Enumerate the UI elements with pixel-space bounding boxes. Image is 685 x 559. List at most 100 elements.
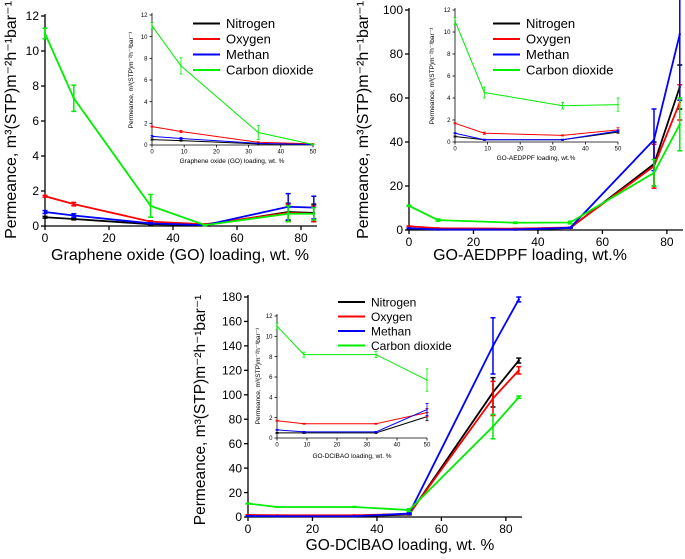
x-tick-label: 20 bbox=[102, 231, 116, 245]
series-carbon-dioxide bbox=[275, 322, 429, 392]
x-tick-label: 40 bbox=[394, 443, 401, 449]
y-tick-label: 6 bbox=[32, 114, 39, 128]
x-axis-title: GO-AEDPPF loading, wt.% bbox=[433, 247, 627, 264]
x-tick-label: 40 bbox=[370, 522, 384, 536]
y-tick-label: 8 bbox=[32, 79, 39, 93]
series-carbon-dioxide bbox=[453, 17, 620, 112]
legend-label: Methan bbox=[526, 47, 569, 62]
series-line bbox=[44, 205, 314, 227]
legend-label: Methan bbox=[371, 324, 411, 338]
data-point bbox=[454, 122, 456, 125]
data-point bbox=[151, 125, 153, 128]
series-line bbox=[454, 122, 619, 136]
data-point bbox=[407, 508, 411, 512]
legend-label: Nitrogen bbox=[371, 295, 416, 309]
data-point bbox=[561, 139, 564, 141]
x-tick-label: 0 bbox=[406, 235, 413, 249]
y-tick-label: 160 bbox=[222, 315, 242, 329]
y-axis-title: Permeance, m³(STP)m⁻²h⁻¹bar⁻¹ bbox=[429, 27, 436, 124]
data-point bbox=[454, 20, 456, 22]
data-point bbox=[454, 132, 456, 134]
data-point bbox=[517, 359, 520, 362]
series-nitrogen bbox=[406, 64, 683, 231]
series-carbon-dioxide bbox=[406, 97, 683, 225]
data-point bbox=[276, 432, 278, 434]
x-tick-label: 20 bbox=[517, 147, 524, 153]
data-point bbox=[678, 33, 681, 36]
legend-label: Oxygen bbox=[226, 32, 271, 47]
x-tick-label: 20 bbox=[467, 235, 481, 249]
y-tick-label: 4 bbox=[32, 149, 39, 163]
x-tick-label: 30 bbox=[245, 150, 252, 156]
y-tick-label: 8 bbox=[447, 52, 451, 58]
data-point bbox=[375, 431, 377, 433]
y-tick-label: 8 bbox=[269, 355, 273, 361]
series-line bbox=[276, 409, 428, 433]
data-point bbox=[407, 204, 411, 207]
data-point bbox=[287, 212, 290, 215]
x-tick-label: 60 bbox=[230, 231, 244, 245]
x-tick-label: 40 bbox=[582, 147, 589, 153]
data-point bbox=[275, 515, 279, 518]
data-point bbox=[407, 227, 411, 230]
data-point bbox=[276, 419, 278, 422]
y-tick-label: 8 bbox=[144, 56, 148, 62]
legend-label: Carbon dioxide bbox=[526, 63, 613, 78]
y-axis-title: Permeance, m³(STP)m⁻²h⁻¹bar⁻¹ bbox=[355, 1, 372, 239]
data-point bbox=[246, 502, 250, 505]
data-point bbox=[180, 130, 182, 133]
x-tick-label: 80 bbox=[499, 522, 513, 536]
data-point bbox=[43, 32, 47, 35]
data-point bbox=[514, 221, 517, 224]
x-tick-label: 40 bbox=[277, 150, 284, 156]
data-point bbox=[276, 325, 278, 327]
x-tick-label: 20 bbox=[334, 443, 341, 449]
x-tick-label: 20 bbox=[306, 522, 320, 536]
x-tick-label: 60 bbox=[435, 522, 449, 536]
data-point bbox=[407, 512, 411, 515]
data-point bbox=[436, 228, 440, 231]
y-tick-label: 2 bbox=[269, 416, 273, 422]
series-line bbox=[248, 359, 520, 518]
data-point bbox=[303, 353, 305, 356]
series-oxygen bbox=[245, 365, 522, 517]
y-tick-label: 2 bbox=[447, 118, 451, 124]
legend-label: Oxygen bbox=[526, 32, 571, 47]
dcibao-inset-chart: 0 10 20 30 40 50 0 2 4 6 8 10 12 GO-DClBAO loading, w… bbox=[255, 314, 431, 460]
x-tick-label: 80 bbox=[294, 231, 308, 245]
data-point bbox=[312, 143, 314, 146]
data-point bbox=[180, 139, 182, 142]
series-methan bbox=[453, 129, 620, 141]
data-point bbox=[303, 422, 305, 425]
data-point bbox=[491, 425, 495, 428]
data-point bbox=[491, 344, 495, 348]
data-point bbox=[483, 139, 486, 141]
data-point bbox=[652, 138, 656, 141]
x-tick-label: 0 bbox=[453, 147, 457, 153]
x-tick-label: 10 bbox=[304, 443, 311, 449]
y-tick-label: 0 bbox=[144, 143, 148, 149]
data-point bbox=[561, 104, 564, 107]
data-point bbox=[257, 142, 260, 145]
y-tick-label: 80 bbox=[229, 412, 243, 426]
legend-label: Oxygen bbox=[371, 310, 412, 324]
y-tick-label: 6 bbox=[144, 78, 148, 84]
series-line bbox=[247, 396, 520, 511]
y-tick-label: 2 bbox=[32, 184, 39, 198]
x-tick-label: 40 bbox=[166, 231, 180, 245]
y-tick-label: 0 bbox=[235, 510, 242, 524]
legend-label: Nitrogen bbox=[526, 16, 575, 31]
series-methan bbox=[42, 192, 317, 227]
y-tick-label: 120 bbox=[222, 364, 242, 378]
data-point bbox=[436, 218, 440, 222]
x-tick-label: 0 bbox=[42, 231, 49, 245]
data-point bbox=[353, 515, 356, 518]
series-line bbox=[277, 416, 428, 434]
y-tick-label: 10 bbox=[444, 30, 451, 36]
data-point bbox=[483, 91, 486, 94]
series-methan bbox=[245, 296, 522, 518]
x-tick-label: 60 bbox=[596, 235, 610, 249]
